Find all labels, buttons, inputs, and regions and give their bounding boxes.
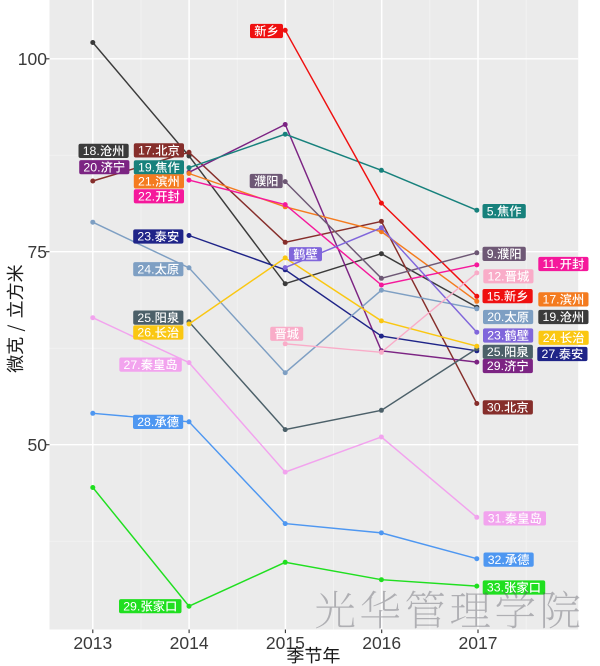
svg-text:31.: 31.	[488, 512, 505, 526]
svg-text:12.: 12.	[488, 270, 505, 284]
svg-text:27.: 27.	[542, 347, 559, 361]
svg-text:24.: 24.	[543, 331, 560, 345]
svg-text:32.: 32.	[488, 553, 505, 567]
svg-text:5.: 5.	[487, 204, 497, 218]
svg-text:24.: 24.	[137, 262, 154, 276]
svg-text:2016: 2016	[362, 633, 401, 653]
svg-text:29.: 29.	[123, 599, 140, 613]
svg-text:2017: 2017	[459, 633, 498, 653]
svg-text:20.: 20.	[487, 310, 504, 324]
svg-text:33.: 33.	[487, 581, 504, 595]
svg-text:21.: 21.	[138, 175, 155, 189]
svg-text:25.: 25.	[137, 311, 154, 325]
svg-text:25.: 25.	[487, 345, 504, 359]
svg-text:17.: 17.	[543, 293, 560, 307]
svg-text:18.: 18.	[83, 144, 100, 158]
svg-text:2015: 2015	[266, 633, 305, 653]
svg-text:100: 100	[18, 49, 47, 69]
svg-text:28.: 28.	[137, 415, 154, 429]
svg-text:2014: 2014	[170, 633, 209, 653]
svg-text:20.: 20.	[83, 160, 100, 174]
svg-text:29.: 29.	[487, 359, 504, 373]
svg-text:50: 50	[28, 435, 48, 455]
svg-text:26.: 26.	[137, 326, 154, 340]
svg-text:9.: 9.	[487, 247, 497, 261]
svg-text:75: 75	[28, 242, 47, 262]
svg-text:23.: 23.	[137, 230, 154, 244]
svg-text:17.: 17.	[138, 144, 155, 158]
svg-text:19.: 19.	[138, 161, 155, 175]
svg-text:2013: 2013	[73, 633, 112, 653]
svg-text:27.: 27.	[124, 358, 141, 372]
svg-text:11.: 11.	[543, 257, 559, 271]
svg-text:30.: 30.	[487, 401, 504, 415]
svg-text:15.: 15.	[487, 289, 504, 303]
svg-text:23.: 23.	[487, 329, 504, 343]
svg-text:22.: 22.	[138, 190, 155, 204]
svg-text:19.: 19.	[543, 310, 560, 324]
